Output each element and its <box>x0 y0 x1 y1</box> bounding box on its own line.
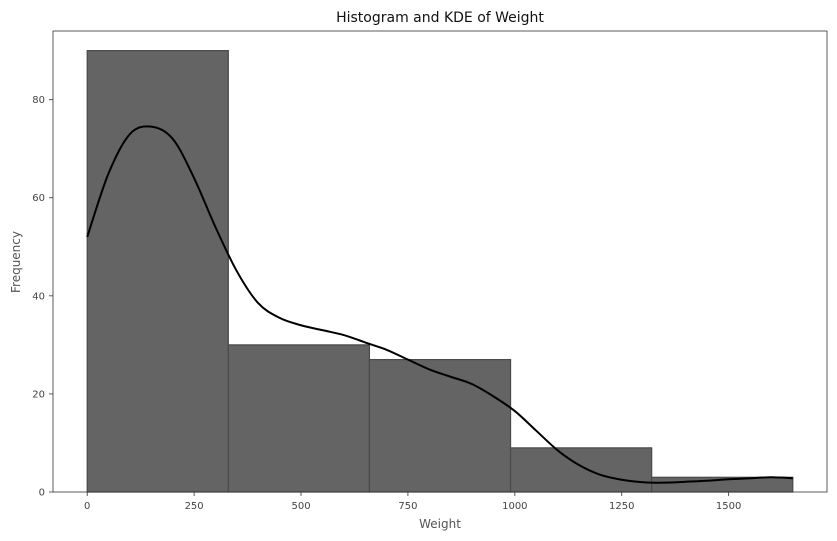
y-tick-label: 40 <box>32 291 45 302</box>
x-axis: 0 250 500 750 1000 1250 1500 <box>84 492 741 512</box>
kde-curve <box>86 125 793 484</box>
x-tick-label: 750 <box>398 501 417 512</box>
histogram-bars <box>86 50 794 493</box>
histogram-bar-1 <box>86 50 229 493</box>
plot-frame <box>52 30 828 493</box>
y-tick-label: 80 <box>32 95 45 106</box>
chart-title: Histogram and KDE of Weight <box>336 10 544 26</box>
y-tick-label: 20 <box>32 389 45 400</box>
x-tick-label: 1000 <box>502 501 527 512</box>
y-tick-label: 0 <box>39 488 45 499</box>
histogram-bar-4 <box>509 447 653 493</box>
x-axis-label: Weight <box>419 517 461 531</box>
histogram-bar-2 <box>227 344 371 493</box>
y-axis: 0 20 40 60 80 <box>32 95 53 499</box>
y-axis-label: Frequency <box>9 231 23 293</box>
x-tick-label: 1500 <box>716 501 741 512</box>
y-tick-label: 60 <box>32 193 45 204</box>
histogram-bar-3 <box>368 358 512 493</box>
x-tick-label: 0 <box>84 501 90 512</box>
x-tick-label: 1250 <box>609 501 634 512</box>
x-tick-label: 500 <box>291 501 310 512</box>
x-tick-label: 250 <box>185 501 204 512</box>
